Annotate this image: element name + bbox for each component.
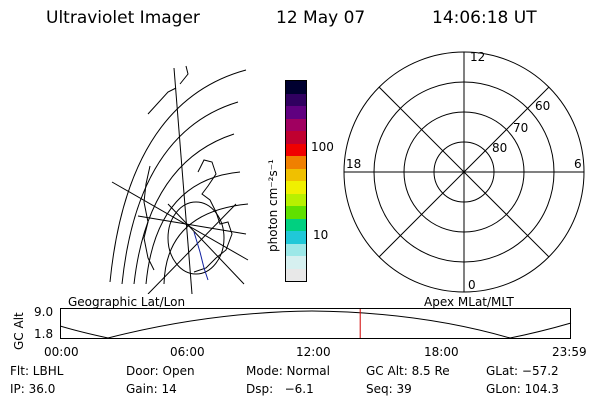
orbit-xtick-1800: 18:00 [424, 345, 459, 359]
orbit-xtick-0000: 00:00 [44, 345, 79, 359]
mlt-label-6: 6 [574, 157, 582, 171]
colorbar-swatch [286, 181, 306, 194]
mlat-label-80: 80 [492, 141, 507, 155]
map-meridian [173, 67, 193, 294]
orbit-xtick-0600: 06:00 [170, 345, 205, 359]
colorbar-swatch [286, 131, 306, 144]
geographic-map-label: Geographic Lat/Lon [68, 295, 186, 309]
coastline [147, 65, 233, 273]
colorbar-swatch [286, 218, 306, 231]
coastline [143, 165, 155, 271]
colorbar-swatch [286, 268, 306, 281]
orbit-xtick-2359: 23:59 [552, 345, 587, 359]
mode-info: Mode: Normal [246, 364, 330, 378]
filter-info: Flt: LBHL [10, 364, 64, 378]
map-meridian [147, 203, 237, 294]
glat-info: GLat: −57.2 [486, 364, 559, 378]
orbit-altitude-plot [60, 308, 572, 339]
instrument-title: Ultraviolet Imager [46, 8, 200, 28]
map-lat-arc [163, 203, 249, 285]
colorbar-swatch [286, 231, 306, 244]
colorbar-swatch [286, 168, 306, 181]
orbit-ylabel: GC Alt [12, 312, 26, 350]
colorbar-swatch [286, 156, 306, 169]
date-label: 12 May 07 [276, 8, 366, 28]
polar-mlat-mlt-plot: 12 18 6 0 60 70 80 [343, 50, 585, 293]
colorbar-swatch [286, 143, 306, 156]
ip-info: IP: 36.0 [10, 382, 56, 396]
orbit-ytick-top: 9.0 [34, 305, 54, 319]
seq-info: Seq: 39 [366, 382, 412, 396]
dsp-info: Dsp: −6.1 [246, 382, 314, 396]
colorbar-swatch [286, 93, 306, 106]
polar-diagonal [378, 86, 550, 258]
polar-plot-label: Apex MLat/MLT [424, 295, 514, 309]
time-label: 14:06:18 UT [432, 8, 537, 28]
map-meridian [167, 203, 245, 285]
gc-alt-info: GC Alt: 8.5 Re [366, 364, 450, 378]
map-lat-ring [167, 201, 225, 275]
mlt-label-0: 0 [468, 278, 476, 292]
colorbar-swatch [286, 118, 306, 131]
orbit-altitude-curve [60, 310, 572, 339]
gain-info: Gain: 14 [126, 382, 177, 396]
geographic-map [109, 65, 249, 294]
map-lat-arc [121, 101, 239, 285]
door-info: Door: Open [126, 364, 195, 378]
colorbar-swatch [286, 206, 306, 219]
orbit-ytick-bottom: 1.8 [34, 327, 54, 341]
colorbar-swatch [286, 193, 306, 206]
colorbar-swatch [286, 106, 306, 119]
map-lat-arc [133, 133, 235, 285]
map-meridian [111, 181, 249, 261]
mlt-label-12: 12 [470, 50, 485, 64]
mlt-label-18: 18 [346, 157, 361, 171]
map-meridian [137, 215, 247, 235]
map-lat-arc [109, 69, 247, 283]
colorbar-unit-label: photon cm⁻²s⁻¹ [266, 159, 280, 252]
colorbar-tick-100: 100 [311, 140, 334, 154]
orbit-xtick-1200: 12:00 [296, 345, 331, 359]
colorbar-swatch [286, 81, 306, 94]
glon-info: GLon: 104.3 [486, 382, 559, 396]
mlat-label-70: 70 [513, 121, 528, 135]
intensity-colorbar [285, 80, 307, 282]
colorbar-swatch [286, 243, 306, 256]
colorbar-swatch [286, 256, 306, 269]
mlat-label-60: 60 [535, 99, 550, 113]
satellite-track [193, 231, 209, 281]
colorbar-tick-10: 10 [313, 228, 329, 242]
